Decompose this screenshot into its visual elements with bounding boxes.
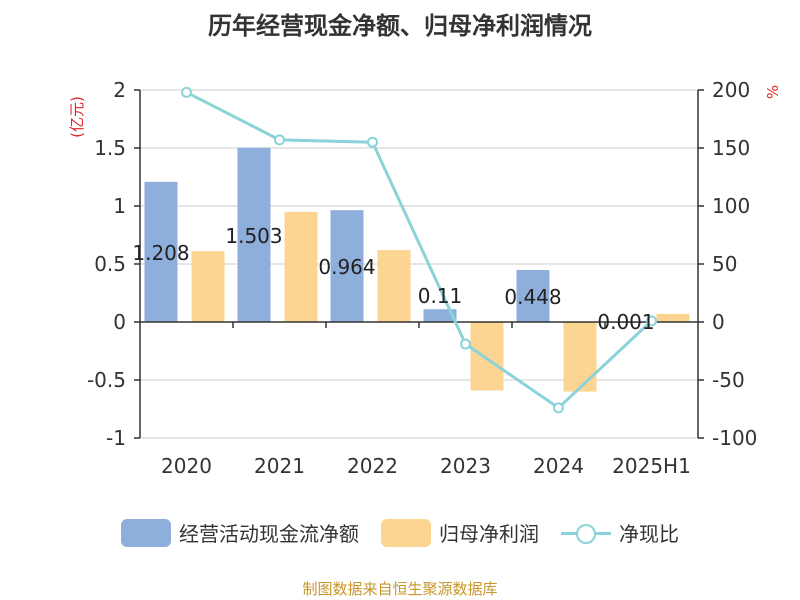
chart-title: 历年经营现金净额、归母净利润情况 [208,12,592,40]
ratio-point [181,86,192,98]
right-tick-label: -50 [712,368,745,392]
chart-plot: 2 1.5 1 0.5 0 -0.5 -1 200 150 100 50 0 -50 -100 (亿元)% 2… [68,78,782,478]
x-tick-label: 2021 [254,454,305,478]
legend-swatch-cash-flow [121,518,171,547]
bar-net-profit [656,313,690,322]
left-tick-label: -1 [106,426,126,450]
bar-value-label: 1.503 [225,224,282,248]
x-tick-label: 2023 [440,454,491,478]
legend-label-ratio: 净现比 [619,522,679,546]
bar-net-profit [377,250,411,322]
bar-cash-flow [423,309,457,322]
right-tick-label: 200 [712,78,750,102]
ratio-point [367,136,378,148]
x-tick-label: 2024 [533,454,584,478]
right-axis-unit: % [764,85,782,99]
bar-value-label: 0.11 [418,284,463,308]
legend-item-ratio[interactable]: 净现比 [561,518,679,547]
ratio-line [185,90,653,410]
legend-label-cash-flow: 经营活动现金流净额 [179,522,359,546]
right-tick-label: 150 [712,136,750,160]
left-tick-label: 1.5 [94,136,126,160]
legend-item-cash-flow[interactable]: 经营活动现金流净额 [121,518,359,547]
left-tick-label: -0.5 [87,368,126,392]
bar-cash-flow [144,181,178,322]
x-tick-label: 2022 [347,454,398,478]
legend: 经营活动现金流净额 归母净利润 净现比 [0,518,800,547]
right-tick-label: 0 [712,310,725,334]
left-tick-label: 1 [113,194,126,218]
bar-value-label: 0.448 [504,285,561,309]
ratio-point [646,315,657,327]
bar-cash-flow [237,147,271,322]
left-tick-label: 0.5 [94,252,126,276]
bar-value-label: 1.208 [132,241,189,265]
bar-cash-flow [330,210,364,322]
legend-label-net-profit: 归母净利润 [439,522,539,546]
bar-net-profit [191,251,225,322]
x-tick-label: 2020 [161,454,212,478]
left-tick-label: 0 [113,310,126,334]
ratio-point [553,402,564,414]
legend-item-net-profit[interactable]: 归母净利润 [381,518,539,547]
bar-value-label: 0.964 [318,255,375,279]
bar-net-profit [284,211,318,322]
legend-swatch-ratio [561,519,611,547]
ratio-point [460,338,471,350]
bar-cash-flow [516,270,550,322]
legend-swatch-net-profit [381,518,431,547]
right-tick-label: 50 [712,252,737,276]
bar-net-profit [470,322,504,391]
source-note: 制图数据来自恒生聚源数据库 [302,580,498,598]
left-tick-label: 2 [113,78,126,102]
right-tick-label: 100 [712,194,750,218]
x-tick-label: 2025H1 [612,454,691,478]
bar-value-label: 0.001 [597,310,654,334]
bar-net-profit [563,322,597,392]
right-tick-label: -100 [712,426,757,450]
left-axis-unit: (亿元) [68,96,86,138]
ratio-point [274,134,285,146]
